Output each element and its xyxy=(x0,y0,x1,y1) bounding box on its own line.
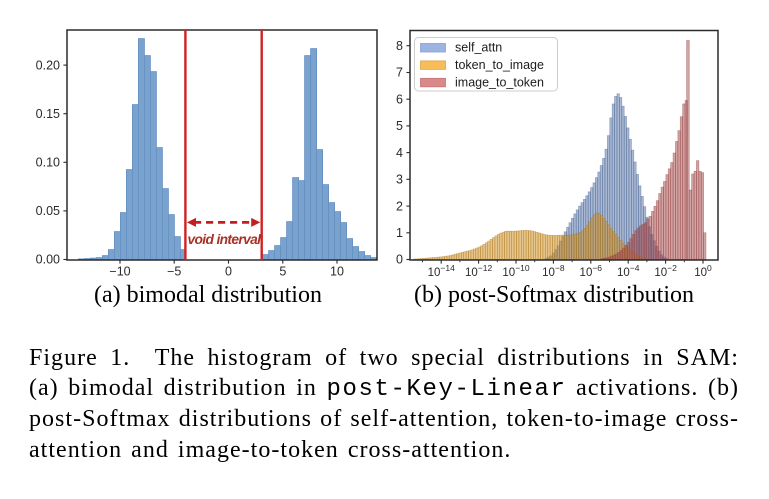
svg-text:4: 4 xyxy=(396,146,403,160)
svg-text:8: 8 xyxy=(396,39,403,53)
svg-text:void interval: void interval xyxy=(188,232,263,247)
svg-text:7: 7 xyxy=(396,66,403,80)
svg-text:0.20: 0.20 xyxy=(36,58,60,72)
svg-text:10−10: 10−10 xyxy=(502,263,529,279)
svg-text:100: 100 xyxy=(694,263,712,279)
svg-text:token_to_image: token_to_image xyxy=(455,58,544,72)
svg-text:image_to_token: image_to_token xyxy=(455,76,544,90)
svg-text:0: 0 xyxy=(225,265,232,279)
svg-text:5: 5 xyxy=(279,265,286,279)
svg-text:10−14: 10−14 xyxy=(428,263,455,279)
svg-text:0.10: 0.10 xyxy=(36,156,60,170)
svg-text:self_attn: self_attn xyxy=(455,41,502,55)
svg-text:1: 1 xyxy=(396,226,403,240)
svg-text:10−12: 10−12 xyxy=(465,263,492,279)
svg-text:0.15: 0.15 xyxy=(36,107,60,121)
svg-text:3: 3 xyxy=(396,173,403,187)
svg-text:0.05: 0.05 xyxy=(36,204,60,218)
svg-text:10−8: 10−8 xyxy=(542,263,565,279)
svg-text:5: 5 xyxy=(396,119,403,133)
svg-text:10−2: 10−2 xyxy=(654,263,677,279)
svg-text:−5: −5 xyxy=(167,265,181,279)
svg-text:0: 0 xyxy=(396,253,403,267)
svg-text:10: 10 xyxy=(330,265,344,279)
svg-text:10−4: 10−4 xyxy=(617,263,640,279)
svg-text:0.00: 0.00 xyxy=(36,253,60,267)
svg-text:2: 2 xyxy=(396,199,403,213)
svg-text:10−6: 10−6 xyxy=(580,263,603,279)
svg-text:6: 6 xyxy=(396,92,403,106)
svg-text:−10: −10 xyxy=(109,265,130,279)
